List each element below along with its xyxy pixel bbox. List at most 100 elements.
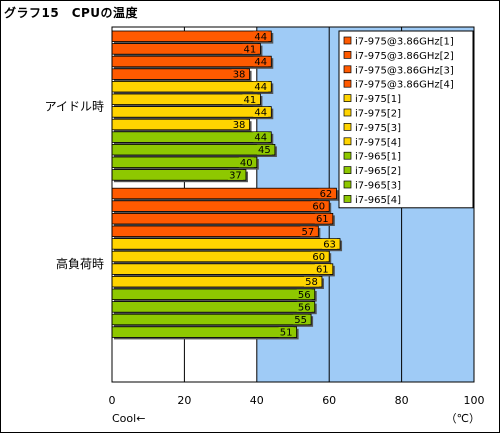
bar-value-bg <box>231 69 247 80</box>
legend-entry: i7-975[1] <box>355 94 401 105</box>
bar-value-label: 60 <box>312 202 325 213</box>
bar-value-label: 38 <box>233 120 246 131</box>
bar <box>111 106 272 118</box>
bar-value-label: 44 <box>254 32 267 43</box>
legend-swatch <box>343 94 352 102</box>
bar-value-bg <box>311 201 327 212</box>
bar-value-label: 44 <box>254 82 267 93</box>
bar-value-bg <box>253 81 269 92</box>
bar-value-bg <box>253 56 269 67</box>
category-label: 高負荷時 <box>56 256 104 271</box>
legend-swatch <box>343 79 352 88</box>
bar-value-bg <box>322 238 338 249</box>
plot-border <box>111 26 475 383</box>
bar-value-label: 58 <box>305 277 318 288</box>
bar-value-label: 51 <box>280 328 293 339</box>
bar-value-bg <box>253 31 269 42</box>
bar <box>111 131 272 143</box>
x-tick-label: 80 <box>395 394 409 407</box>
bar <box>111 326 298 338</box>
legend-entry: i7-965[2] <box>355 166 401 177</box>
bar-value-label: 60 <box>312 252 325 263</box>
bar-value-label: 57 <box>301 227 314 238</box>
legend-swatch <box>343 108 352 117</box>
bar <box>111 169 247 181</box>
bar <box>111 118 250 131</box>
legend-swatch <box>343 123 352 131</box>
x-tick-label: 0 <box>109 394 116 407</box>
bar-value-bg <box>296 289 312 300</box>
legend-entry: i7-975[2] <box>355 109 401 120</box>
bar-value-bg <box>314 264 330 275</box>
legend-swatch <box>343 166 352 174</box>
bar-value-bg <box>278 327 294 338</box>
bar-value-label: 41 <box>244 95 257 106</box>
bar-value-bg <box>314 213 330 224</box>
legend-swatch <box>343 137 352 146</box>
bar-value-bg <box>238 157 254 168</box>
bar <box>111 200 330 212</box>
bar-value-bg <box>311 251 327 262</box>
bar-value-label: 41 <box>244 44 257 55</box>
legend-entry: i7-975[4] <box>355 137 401 148</box>
bar-value-label: 38 <box>233 70 246 81</box>
x-tick-label: 60 <box>322 394 336 407</box>
x-tick-label: 100 <box>464 394 485 407</box>
bar <box>111 156 258 169</box>
category-label: アイドル時 <box>45 100 104 114</box>
bar-value-label: 63 <box>323 239 336 250</box>
bar <box>111 288 316 301</box>
legend-swatch <box>343 51 352 59</box>
bar-value-label: 45 <box>258 145 271 156</box>
x-tick-label: 20 <box>177 394 191 407</box>
bar <box>111 55 272 68</box>
bar <box>111 93 261 106</box>
bar <box>111 81 272 93</box>
bar-value-label: 44 <box>254 133 267 144</box>
legend-swatch <box>343 180 352 189</box>
legend-entry: i7-975@3.86GHz[2] <box>355 51 454 62</box>
legend-entry: i7-975@3.86GHz[1] <box>355 37 454 48</box>
legend-swatch <box>343 36 352 45</box>
legend-entry: i7-975@3.86GHz[4] <box>355 80 454 91</box>
bar-value-bg <box>227 169 243 180</box>
bar-value-bg <box>256 144 272 155</box>
legend-entry: i7-965[3] <box>355 181 401 192</box>
bar <box>111 68 250 80</box>
bar <box>111 301 316 313</box>
bar-value-bg <box>231 119 247 130</box>
bar-value-bg <box>253 132 269 143</box>
legend-swatch <box>343 151 352 160</box>
bar <box>111 30 272 43</box>
bar-value-bg <box>242 43 258 54</box>
legend-entry: i7-965[4] <box>355 195 401 206</box>
legend-entry: i7-965[1] <box>355 152 401 163</box>
bar <box>111 275 323 288</box>
bar <box>111 212 334 225</box>
bar-value-label: 56 <box>298 302 311 313</box>
legend-swatch <box>343 65 352 74</box>
bar-value-bg <box>303 276 319 287</box>
bar <box>111 313 312 326</box>
bar-value-label: 55 <box>294 315 307 326</box>
x-tick-label: 40 <box>250 394 264 407</box>
bar-value-label: 56 <box>298 290 311 301</box>
bar <box>111 263 334 275</box>
chart-title: グラフ15 CPUの温度 <box>4 6 139 20</box>
x-axis-label-left: Cool← <box>112 412 145 425</box>
bar-value-bg <box>253 106 269 117</box>
bar <box>111 238 341 250</box>
bar-value-bg <box>242 94 258 105</box>
bar <box>111 187 337 200</box>
x-axis-label-right: （℃） <box>446 412 480 425</box>
bar-value-bg <box>293 314 309 325</box>
bar-value-label: 44 <box>254 57 267 68</box>
bar-value-label: 40 <box>240 158 253 169</box>
legend-box <box>338 30 474 209</box>
bar <box>111 143 276 156</box>
bar <box>111 225 319 238</box>
bar-value-label: 61 <box>316 265 329 276</box>
bar-value-label: 61 <box>316 214 329 225</box>
bar-value-bg <box>300 226 316 237</box>
